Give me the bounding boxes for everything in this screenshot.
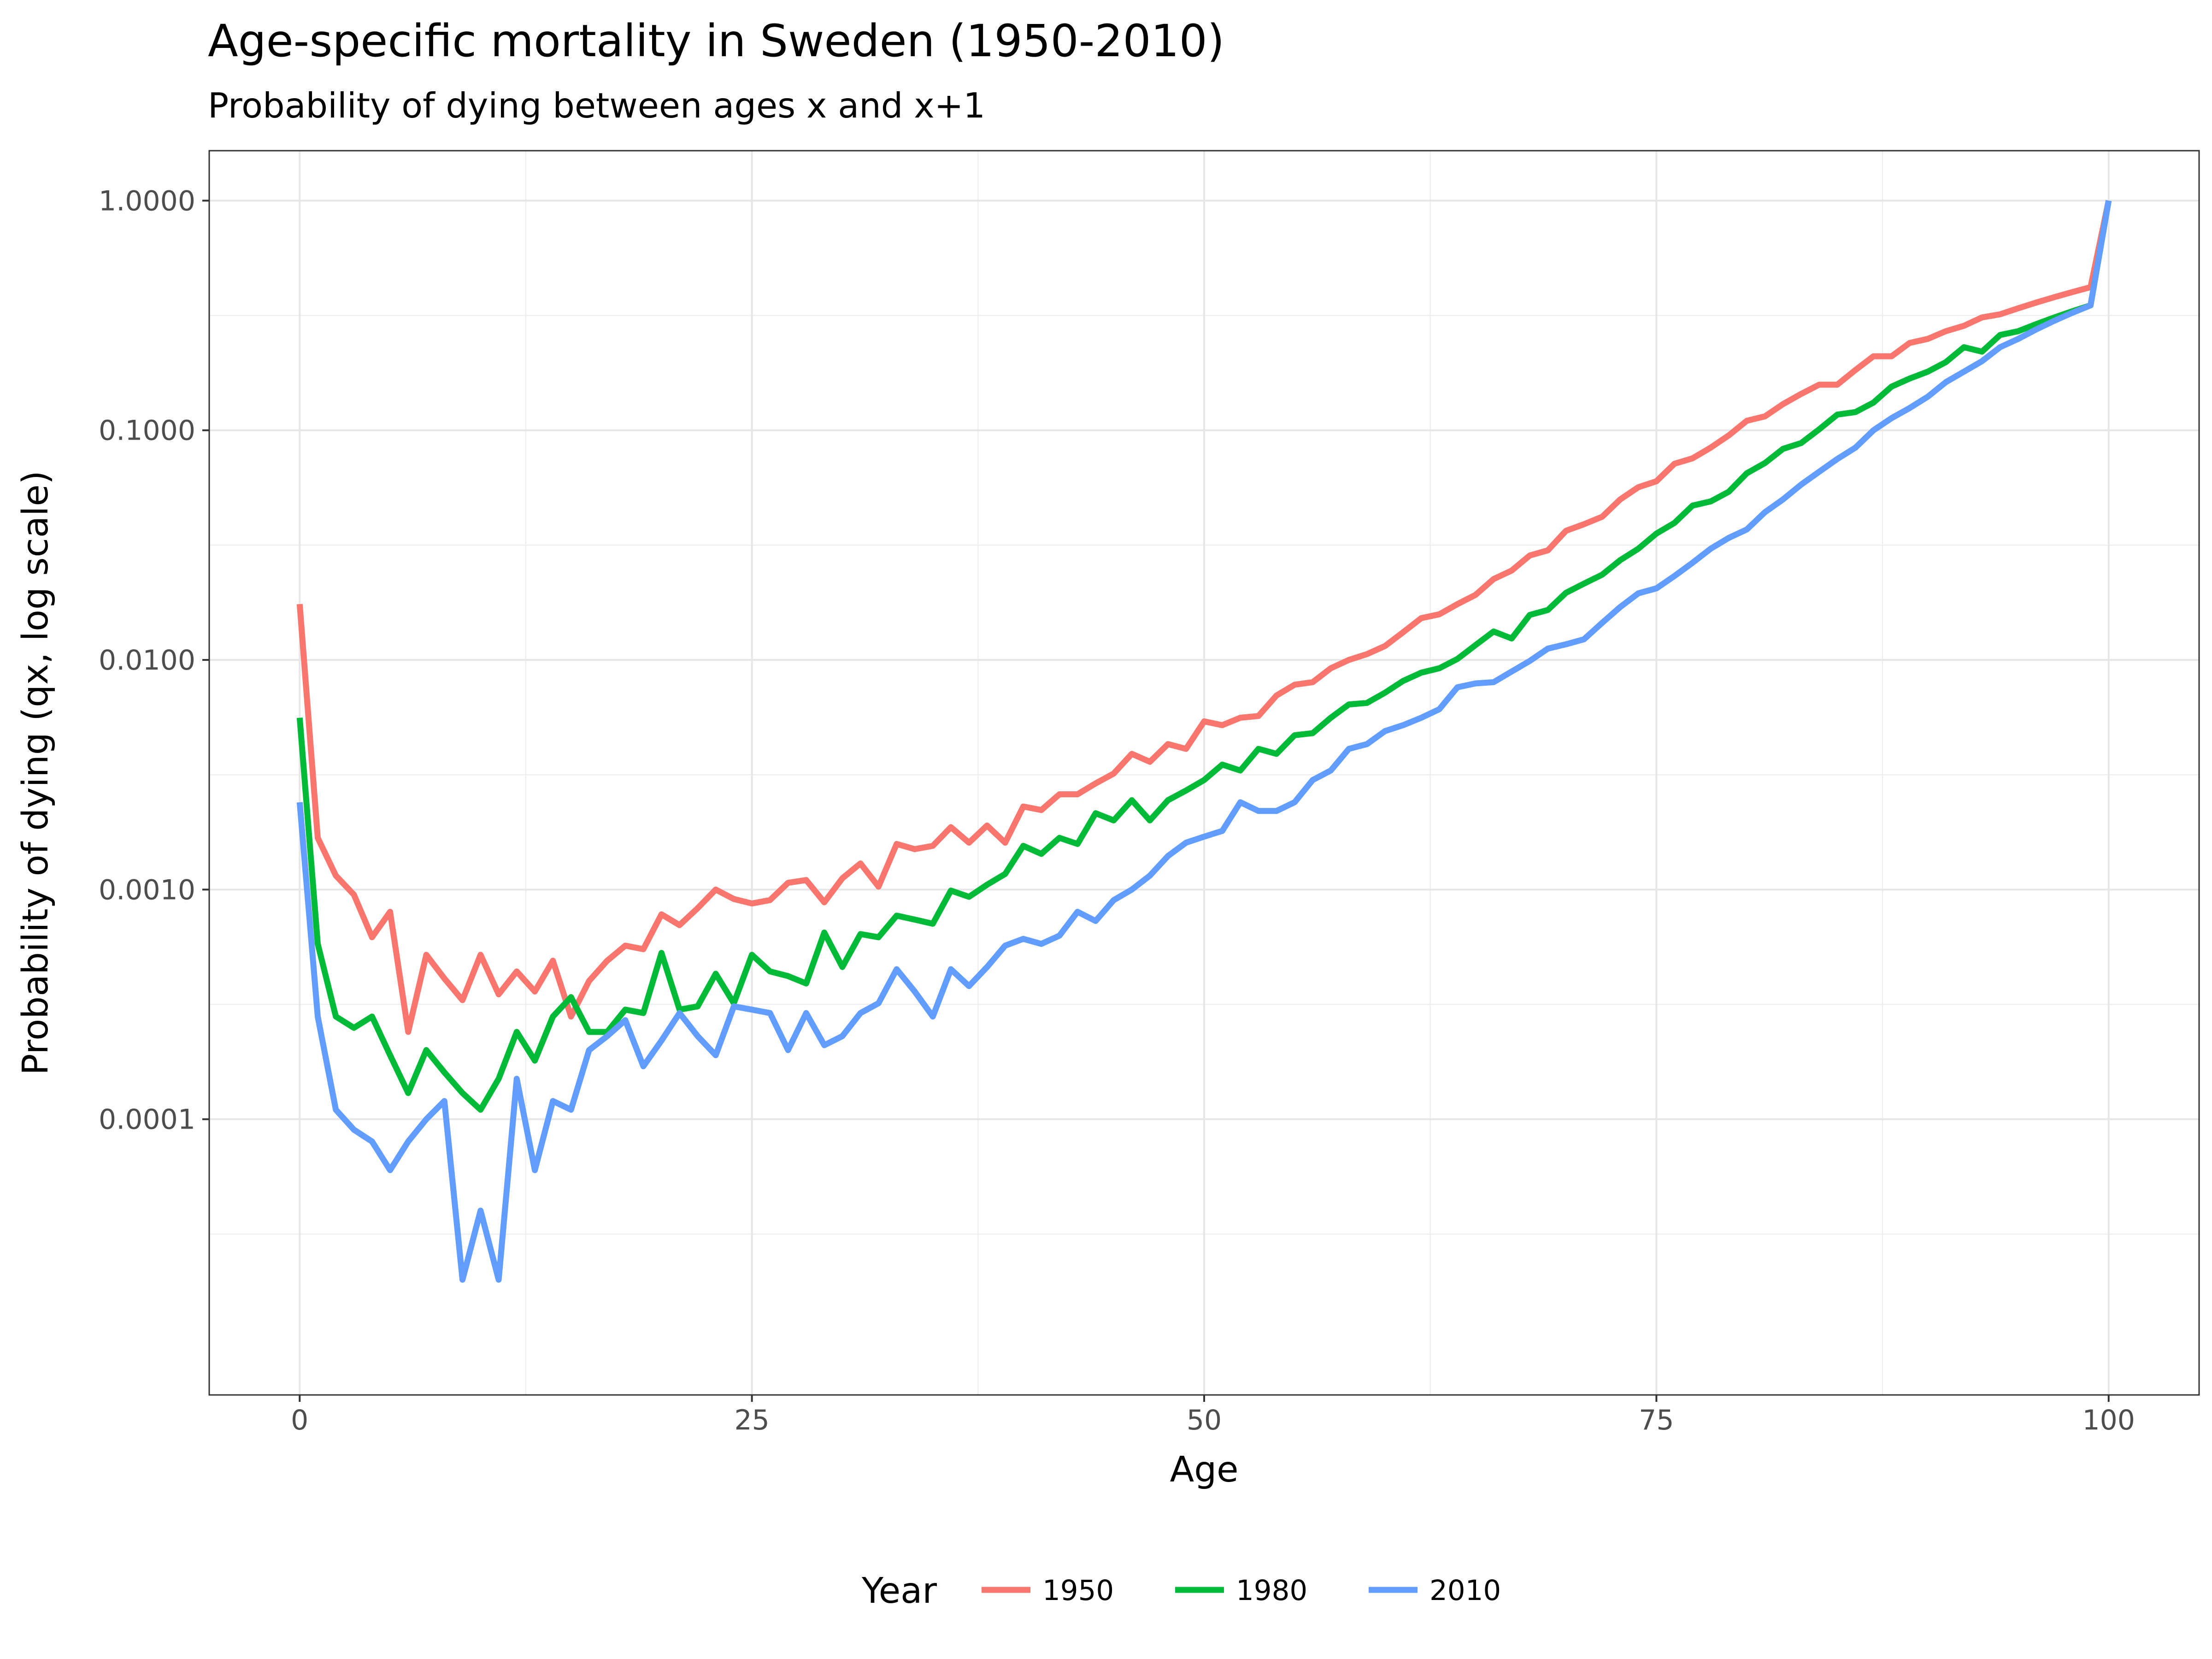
x-tick-label: 0 bbox=[291, 1404, 308, 1436]
legend-label-2010: 2010 bbox=[1430, 1574, 1501, 1607]
y-tick-label: 0.0010 bbox=[99, 874, 195, 906]
series-lines bbox=[296, 200, 2112, 1283]
series-line-1950 bbox=[296, 200, 2112, 1035]
series-line-2010 bbox=[296, 200, 2112, 1283]
x-tick-label: 75 bbox=[1639, 1404, 1674, 1436]
legend: Year 1950 1980 2010 bbox=[861, 1571, 1501, 1612]
legend-title: Year bbox=[861, 1571, 937, 1612]
legend-label-1950: 1950 bbox=[1042, 1574, 1114, 1607]
x-axis-title: Age bbox=[1170, 1449, 1239, 1490]
series-line-1980 bbox=[296, 200, 2112, 1113]
y-tick-label: 1.0000 bbox=[99, 185, 195, 217]
x-tick-label: 100 bbox=[2082, 1404, 2135, 1436]
x-axis-ticks: 0 25 50 75 100 bbox=[291, 1395, 2135, 1436]
x-tick-label: 25 bbox=[734, 1404, 769, 1436]
y-tick-label: 0.0100 bbox=[99, 644, 195, 677]
y-axis-ticks: 0.0001 0.0010 0.0100 0.1000 1.0000 bbox=[99, 185, 209, 1136]
y-tick-label: 0.0001 bbox=[99, 1104, 195, 1136]
x-tick-label: 50 bbox=[1187, 1404, 1222, 1436]
grid-lines bbox=[209, 151, 2199, 1395]
chart-title: Age-specific mortality in Sweden (1950-2… bbox=[208, 15, 1224, 67]
legend-label-1980: 1980 bbox=[1236, 1574, 1307, 1607]
chart-subtitle: Probability of dying between ages x and … bbox=[208, 85, 985, 126]
y-tick-label: 0.1000 bbox=[99, 415, 195, 447]
y-axis-title: Probability of dying (qx, log scale) bbox=[15, 471, 56, 1075]
